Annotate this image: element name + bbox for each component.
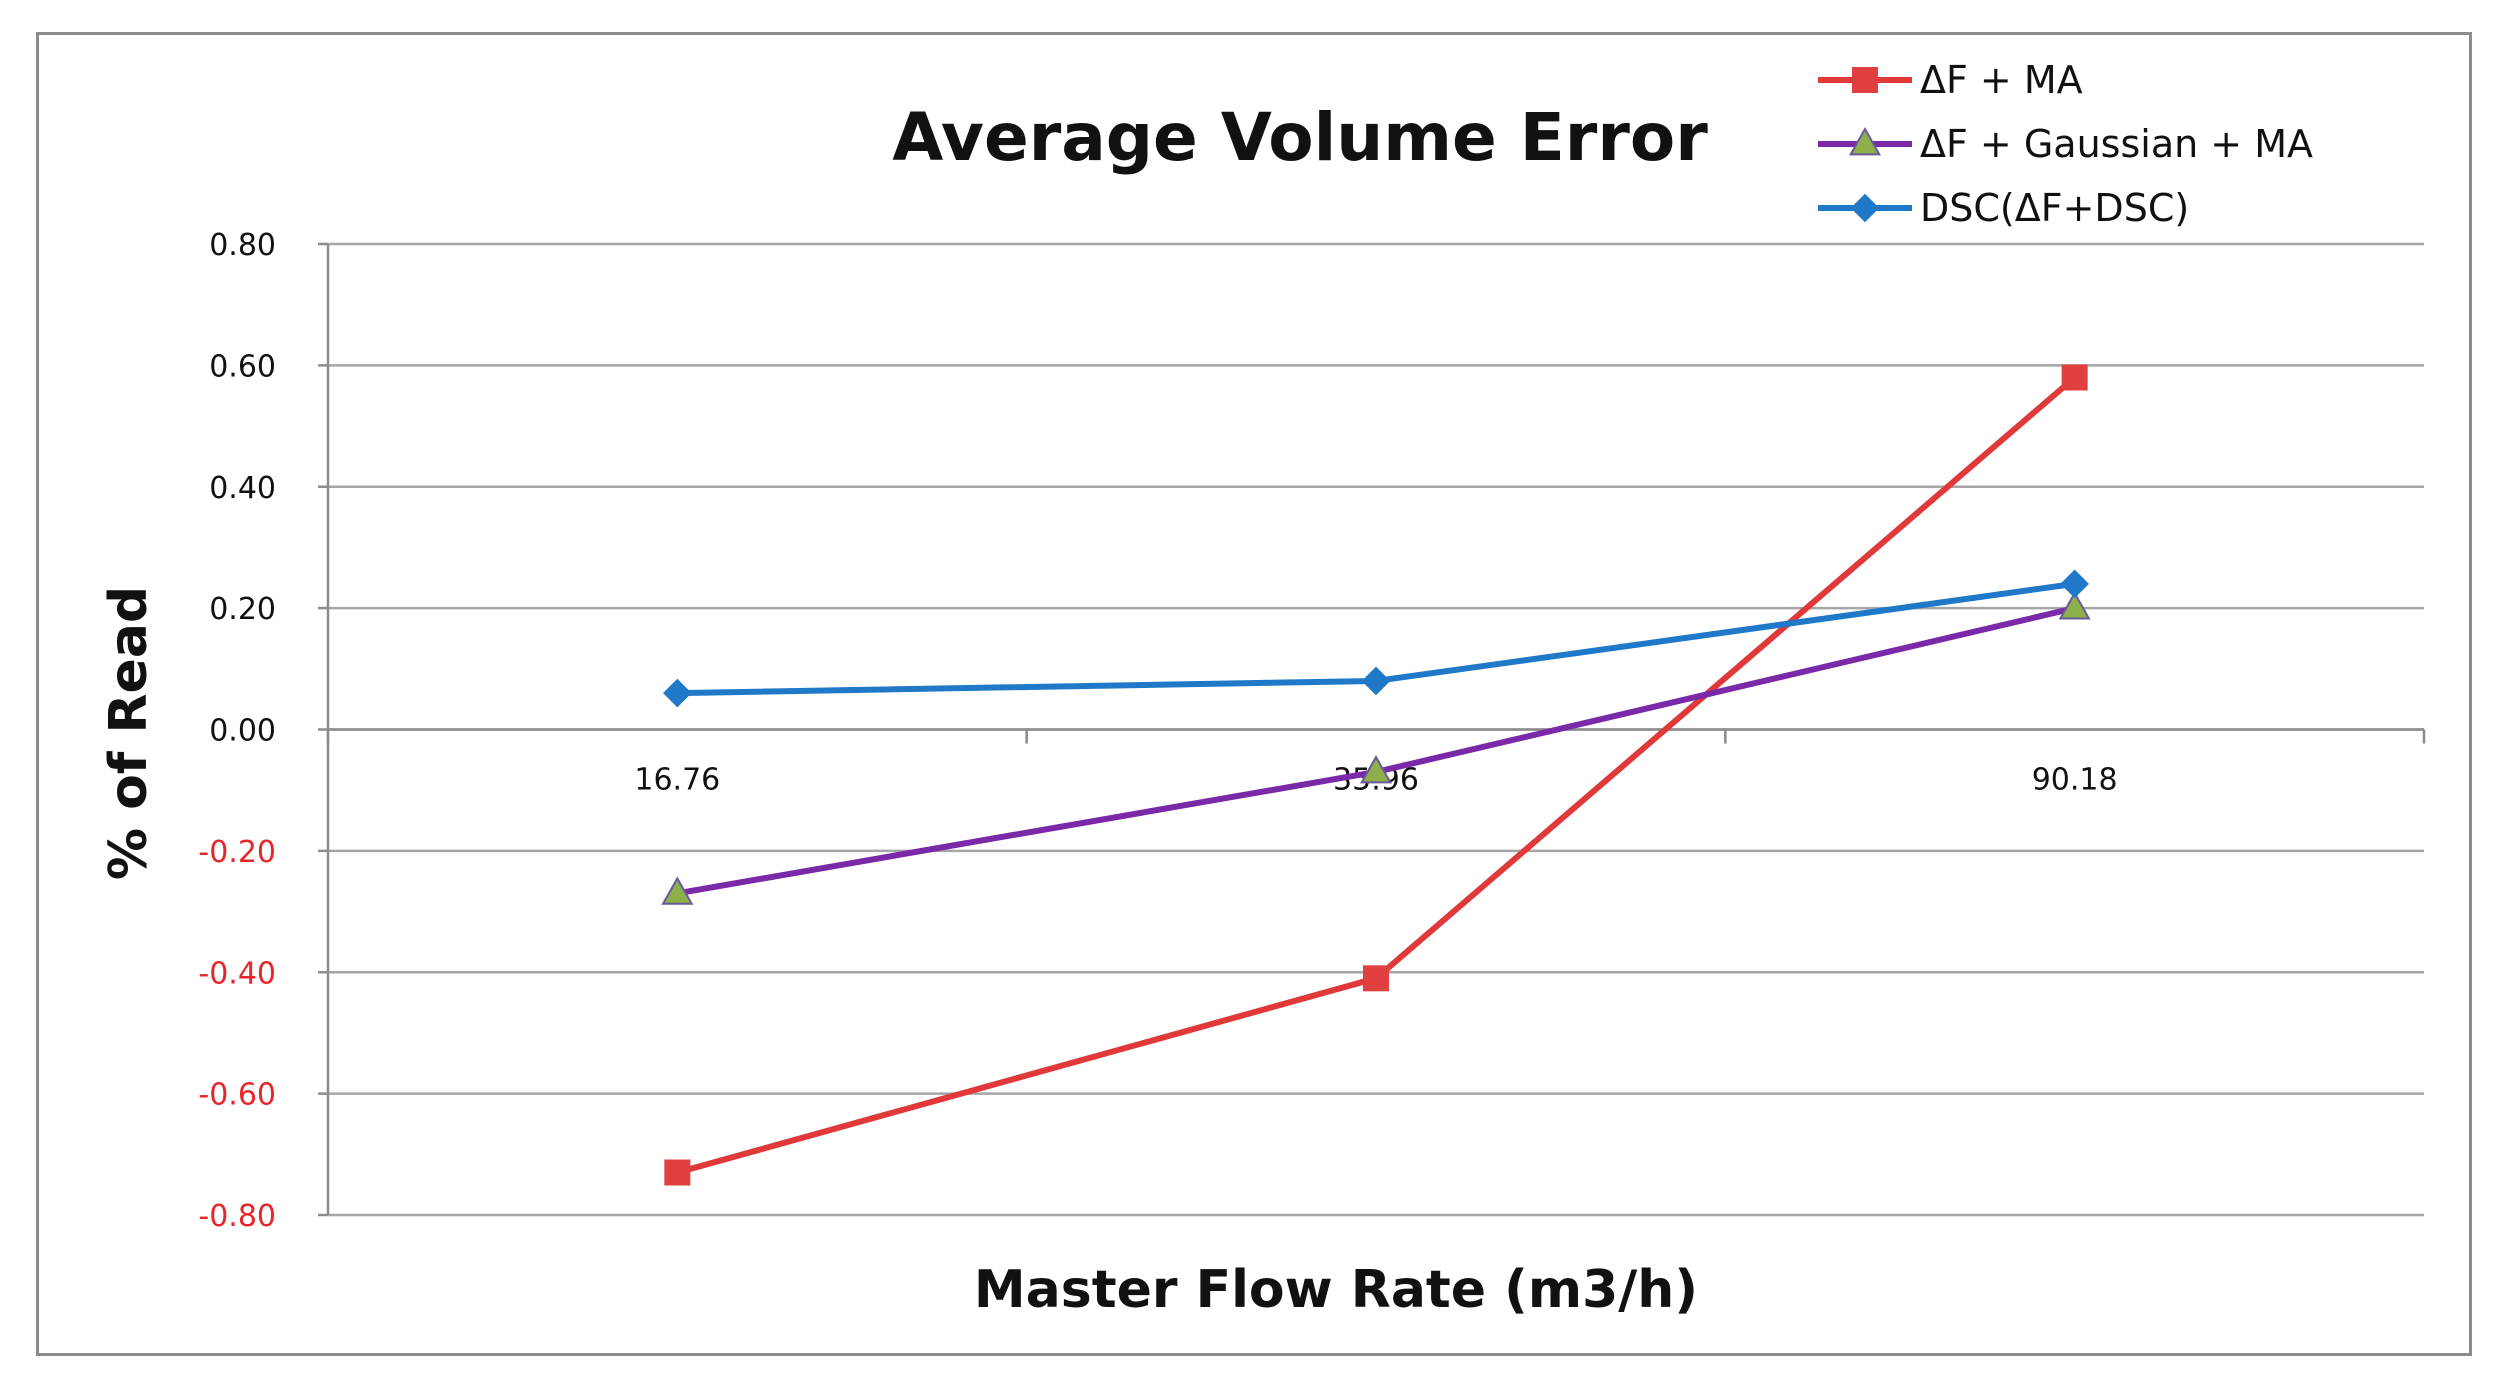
y-tick-label: -0.20	[198, 835, 276, 870]
x-tick-label: 90.18	[2032, 763, 2118, 798]
legend-marker	[1852, 67, 1878, 93]
y-tick-label: -0.60	[198, 1078, 276, 1113]
legend-item: ΔF + Gaussian + MA	[1818, 122, 2313, 166]
legend-label: ΔF + MA	[1920, 58, 2083, 102]
legend-marker	[1850, 193, 1880, 223]
series-3	[663, 569, 2089, 708]
legend-marker	[1848, 127, 1882, 156]
legend: ΔF + MA ΔF + Gaussian + MA DSC(ΔF+DSC)	[1818, 58, 2313, 230]
legend-label: ΔF + Gaussian + MA	[1920, 122, 2313, 166]
data-point	[1359, 754, 1393, 784]
y-tick-label: -0.80	[198, 1199, 276, 1234]
data-point	[2058, 591, 2091, 620]
data-point	[2061, 364, 2088, 391]
y-tick-label: 0.00	[209, 714, 276, 749]
data-point	[2060, 569, 2089, 599]
x-tick-label: 16.76	[634, 763, 720, 798]
y-axis-title: % of Read	[99, 586, 159, 880]
data-point	[1363, 965, 1389, 992]
y-tick-label: 0.80	[209, 228, 276, 263]
series-1	[664, 364, 2088, 1186]
data-point	[664, 1159, 691, 1186]
chart-title: Average Volume Error	[892, 99, 1708, 176]
y-tick-label: 0.60	[209, 349, 276, 384]
y-tick-label: 0.20	[209, 592, 276, 627]
legend-item: DSC(ΔF+DSC)	[1818, 186, 2189, 230]
legend-label: DSC(ΔF+DSC)	[1920, 186, 2189, 230]
data-point	[1361, 666, 1391, 696]
series-layer	[661, 364, 2091, 1186]
data-point	[661, 876, 694, 905]
legend-item: ΔF + MA	[1818, 58, 2083, 102]
series-2	[661, 591, 2091, 905]
y-axis-ticks: 0.80 0.60 0.40 0.20 0.00 -0.20 -0.40 -0.60 -0.80	[198, 228, 276, 1234]
y-tick-label: -0.40	[198, 956, 276, 991]
chart-frame	[36, 32, 2472, 1356]
y-tick-label: 0.40	[209, 471, 276, 506]
data-point	[663, 678, 692, 708]
x-axis-title: Master Flow Rate (m3/h)	[974, 1260, 1698, 1320]
